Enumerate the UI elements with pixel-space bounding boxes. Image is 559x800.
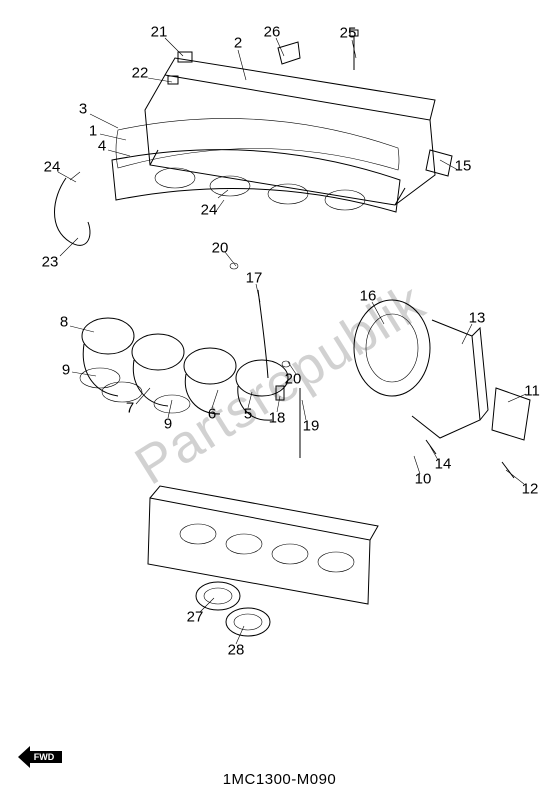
callout-2: 2 <box>234 36 242 51</box>
callout-16: 16 <box>360 289 377 304</box>
callout-5: 5 <box>244 407 252 422</box>
callout-21: 21 <box>151 25 168 40</box>
callout-24: 24 <box>44 160 61 175</box>
exploded-parts-diagram: Partsrepublik FWD 1MC1300-M090 123456789… <box>0 0 559 800</box>
callout-6: 6 <box>208 407 216 422</box>
fwd-label: FWD <box>34 752 55 762</box>
callout-25: 25 <box>340 26 357 41</box>
callout-24: 24 <box>201 203 218 218</box>
callout-22: 22 <box>132 66 149 81</box>
callout-7: 7 <box>126 401 134 416</box>
callout-20: 20 <box>212 241 229 256</box>
reference-code: 1MC1300-M090 <box>223 771 337 788</box>
callout-3: 3 <box>79 102 87 117</box>
callout-19: 19 <box>303 419 320 434</box>
callout-18: 18 <box>269 411 286 426</box>
callout-17: 17 <box>246 271 263 286</box>
callout-14: 14 <box>435 457 452 472</box>
callout-8: 8 <box>60 315 68 330</box>
callout-27: 27 <box>187 610 204 625</box>
callout-4: 4 <box>98 139 106 154</box>
callout-26: 26 <box>264 25 281 40</box>
callout-20: 20 <box>285 372 302 387</box>
callout-11: 11 <box>524 384 540 399</box>
fwd-badge: FWD <box>16 744 64 770</box>
callout-10: 10 <box>415 472 432 487</box>
callout-13: 13 <box>469 311 486 326</box>
callout-9: 9 <box>164 417 172 432</box>
callout-28: 28 <box>228 643 245 658</box>
leader-lines-layer <box>0 0 559 800</box>
callout-12: 12 <box>522 482 539 497</box>
callout-15: 15 <box>455 159 472 174</box>
callout-1: 1 <box>89 124 97 139</box>
callout-23: 23 <box>42 255 59 270</box>
callout-9: 9 <box>62 363 70 378</box>
